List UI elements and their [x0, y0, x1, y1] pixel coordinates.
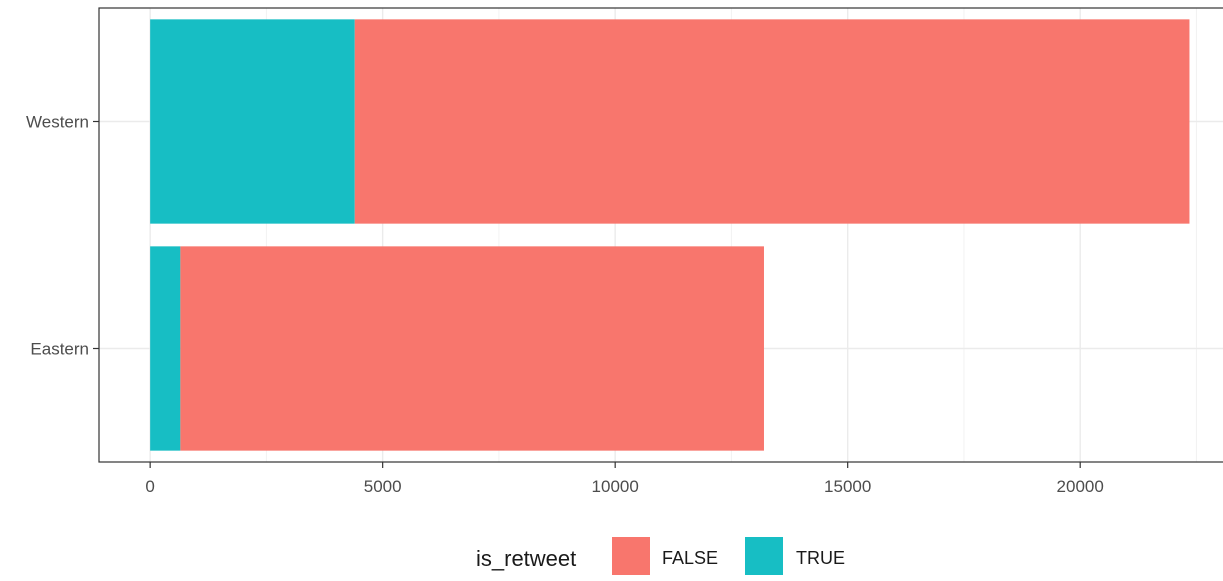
- legend-label-false: FALSE: [662, 548, 718, 568]
- bar-eastern-false: [180, 246, 764, 451]
- x-tick-label: 5000: [364, 477, 402, 496]
- x-tick-label: 0: [145, 477, 154, 496]
- x-tick-label: 10000: [592, 477, 639, 496]
- axes-layer: 0 5000 10000 15000 20000 Western Eastern: [26, 113, 1104, 497]
- bar-eastern-true: [150, 246, 181, 451]
- y-tick-label: Eastern: [30, 340, 89, 359]
- legend-key-true: [745, 537, 783, 575]
- legend-label-true: TRUE: [796, 548, 845, 568]
- x-tick-label: 15000: [824, 477, 871, 496]
- bar-western-true: [150, 19, 355, 224]
- bar-western-false: [354, 19, 1190, 224]
- bars-layer: [150, 19, 1190, 451]
- legend-key-false: [612, 537, 650, 575]
- y-tick-label: Western: [26, 113, 89, 132]
- legend-layer: is_retweet FALSE TRUE: [476, 537, 845, 575]
- x-tick-label: 20000: [1057, 477, 1104, 496]
- legend-title: is_retweet: [476, 546, 576, 571]
- panel-border: [98, 7, 1223, 463]
